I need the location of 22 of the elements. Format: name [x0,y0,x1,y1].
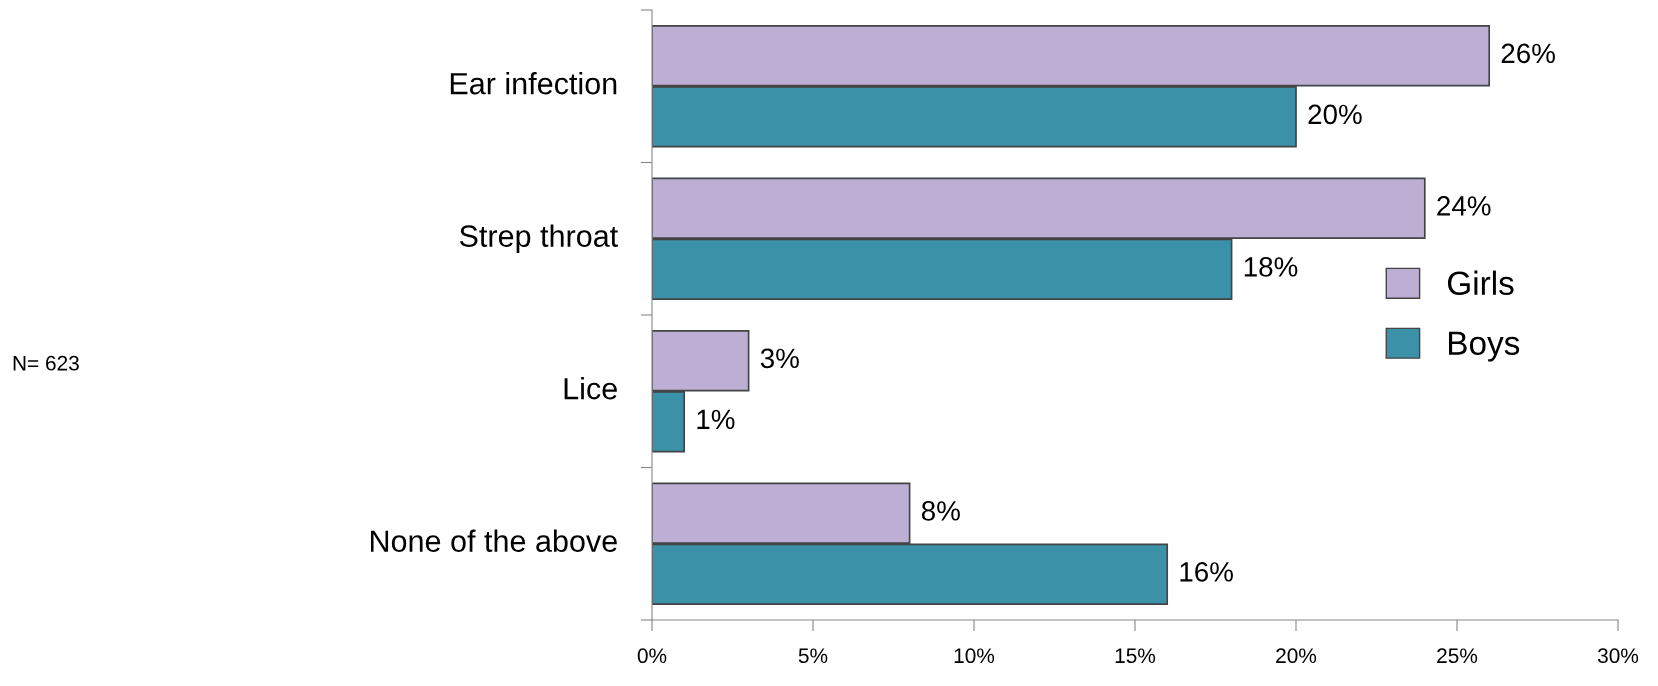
data-label: 18% [1244,257,1298,277]
x-tick-label: 25% [1437,648,1478,664]
y-tick-label: Lice [564,377,617,400]
x-tick-label: 10% [954,648,995,664]
data-label: 3% [760,348,799,369]
y-tick-label: None of the above [370,529,617,552]
data-label: 24% [1437,196,1491,216]
x-tick-label: 0% [637,648,667,664]
x-tick-label: 5% [798,648,828,664]
data-label: 16% [1180,562,1233,582]
data-label: 20% [1308,104,1362,125]
data-label: 1% [697,409,735,430]
x-tick-label: 15% [1115,648,1156,664]
text: N= 623 [13,355,79,371]
x-tick-label: 30% [1597,648,1639,664]
y-tick-label: Ear infection [450,72,617,95]
data-label: 26% [1501,43,1555,64]
y-tick-label: Strep throat [459,224,618,253]
legend-label: Boys [1449,331,1520,362]
data-label: 8% [921,501,960,521]
x-tick-label: 20% [1276,648,1317,664]
legend-label: Girls [1447,270,1514,296]
